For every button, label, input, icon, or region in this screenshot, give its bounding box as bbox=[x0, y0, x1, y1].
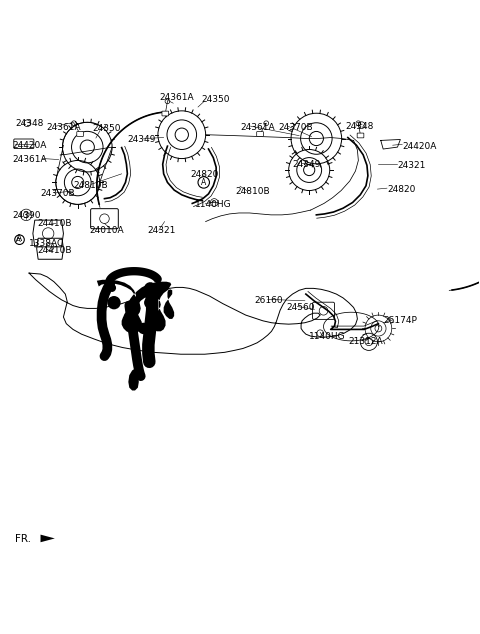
FancyBboxPatch shape bbox=[77, 132, 84, 136]
Text: 24361A: 24361A bbox=[12, 155, 47, 164]
FancyBboxPatch shape bbox=[162, 111, 168, 116]
Text: 24370B: 24370B bbox=[278, 122, 313, 132]
Text: 24560: 24560 bbox=[287, 303, 315, 312]
Text: 24420A: 24420A bbox=[12, 141, 46, 150]
Text: 24348: 24348 bbox=[16, 119, 44, 127]
Text: 24390: 24390 bbox=[12, 211, 40, 221]
Text: 24820: 24820 bbox=[387, 184, 415, 193]
Polygon shape bbox=[97, 280, 174, 333]
Polygon shape bbox=[40, 534, 55, 542]
Text: 21312A: 21312A bbox=[349, 337, 384, 346]
Text: 26160: 26160 bbox=[254, 296, 283, 305]
Text: 26174P: 26174P bbox=[383, 316, 417, 325]
Text: 24420A: 24420A bbox=[402, 141, 437, 151]
Text: 24810B: 24810B bbox=[73, 181, 108, 190]
FancyBboxPatch shape bbox=[257, 132, 264, 136]
Text: 1140HG: 1140HG bbox=[309, 332, 346, 340]
Text: 24361A: 24361A bbox=[159, 93, 193, 102]
Text: A: A bbox=[16, 234, 22, 243]
Text: 24410B: 24410B bbox=[37, 246, 72, 255]
Text: 24349: 24349 bbox=[128, 135, 156, 144]
Text: 24361A: 24361A bbox=[47, 122, 81, 132]
Text: FR.: FR. bbox=[15, 534, 31, 544]
Text: A: A bbox=[16, 236, 21, 243]
Polygon shape bbox=[128, 368, 139, 391]
Text: 24820: 24820 bbox=[190, 171, 218, 179]
Text: 24350: 24350 bbox=[202, 95, 230, 105]
Text: 24361A: 24361A bbox=[240, 122, 275, 132]
Circle shape bbox=[108, 296, 120, 309]
Text: 24410B: 24410B bbox=[37, 219, 72, 228]
Text: A: A bbox=[201, 178, 206, 187]
Circle shape bbox=[144, 297, 156, 309]
Text: 24321: 24321 bbox=[397, 161, 426, 170]
Text: 24349: 24349 bbox=[292, 160, 321, 169]
Text: 24321: 24321 bbox=[147, 226, 175, 235]
Text: 24810B: 24810B bbox=[235, 188, 270, 197]
Text: 1338AC: 1338AC bbox=[29, 238, 64, 247]
Text: 1140HG: 1140HG bbox=[195, 200, 231, 209]
Text: 24350: 24350 bbox=[92, 124, 120, 133]
Text: 24348: 24348 bbox=[345, 122, 373, 131]
Circle shape bbox=[123, 311, 135, 323]
Text: 24370B: 24370B bbox=[40, 190, 75, 198]
FancyBboxPatch shape bbox=[357, 133, 364, 138]
Text: 24010A: 24010A bbox=[90, 226, 124, 235]
Circle shape bbox=[138, 323, 149, 334]
